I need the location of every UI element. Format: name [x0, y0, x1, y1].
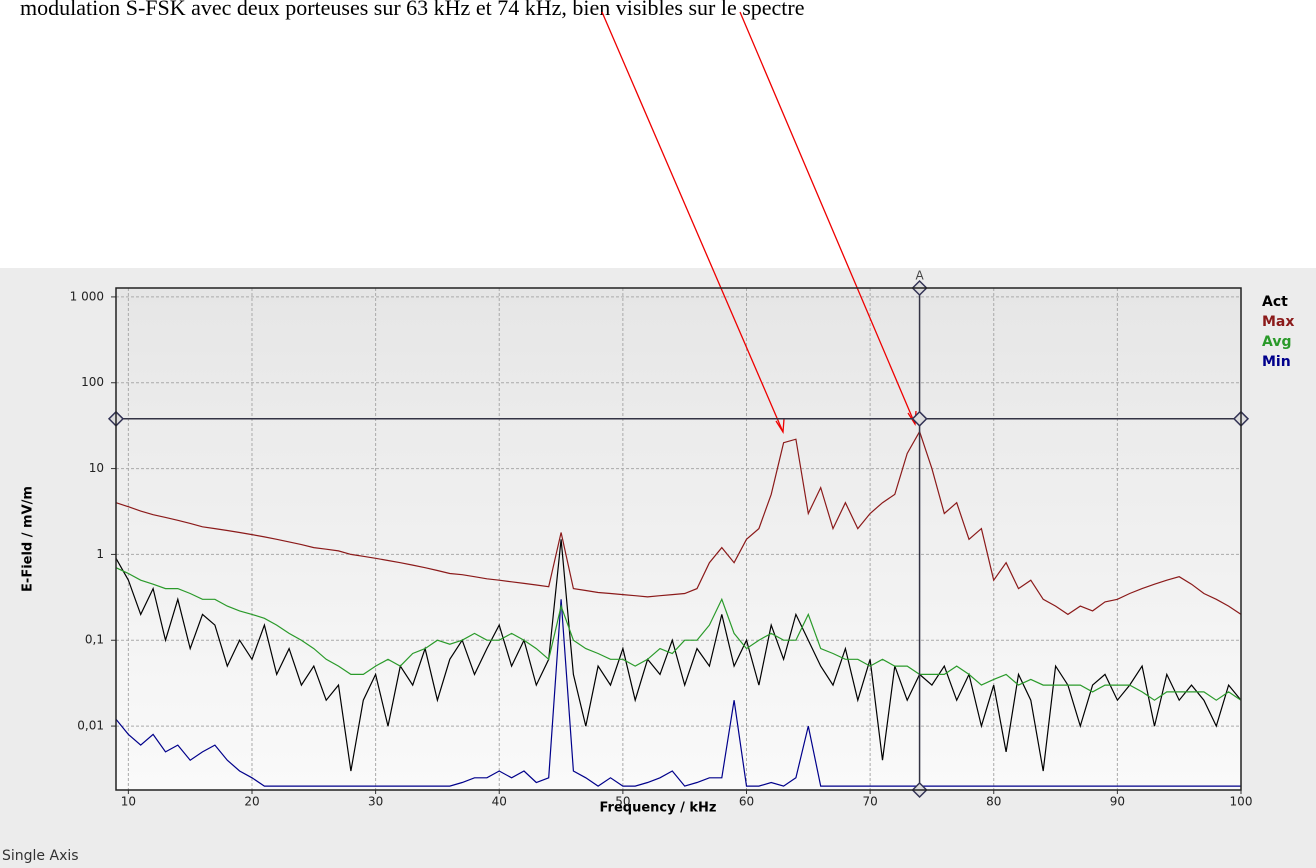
legend-entry: Act [1262, 294, 1288, 310]
annotation: modulation S-FSK avec deux porteuses sur… [20, 0, 805, 20]
series-line [115, 567, 1242, 701]
y-tick-label: 1 000 [70, 289, 104, 303]
x-tick-label: 50 [615, 795, 630, 809]
y-tick-label: 100 [81, 375, 104, 389]
series-line [115, 599, 1241, 787]
legend-entry: Min [1262, 354, 1291, 370]
plot-area [115, 288, 1242, 790]
y-tick-label: 0,01 [77, 719, 104, 733]
y-tick-label: 1 [96, 547, 104, 561]
arrow-head [775, 418, 785, 434]
arrow [601, 11, 784, 433]
plot-frame [115, 287, 1242, 791]
x-tick-label: 90 [1110, 795, 1125, 809]
legend-entry: Max [1262, 314, 1294, 330]
y-tick-label: 10 [89, 461, 104, 475]
x-tick-label: 60 [739, 795, 754, 809]
series-line [115, 539, 1242, 772]
x-axis-label: Frequency / kHz [600, 801, 717, 816]
footer: Single Axis [2, 848, 79, 864]
y-axis-label: E-Field / mV/m [21, 486, 36, 592]
series-line [115, 430, 1242, 616]
x-tick-label: 80 [986, 795, 1001, 809]
x-tick-label: 100 [1230, 795, 1253, 809]
x-tick-label: 20 [244, 795, 259, 809]
x-tick-label: 30 [368, 795, 383, 809]
cursor-handle [911, 410, 928, 427]
x-tick-label: 10 [121, 795, 136, 809]
cursor-label: A [915, 269, 924, 283]
arrow [739, 11, 916, 425]
x-tick-label: 40 [492, 795, 507, 809]
legend-entry: Avg [1262, 334, 1291, 350]
plot-background [116, 288, 1241, 790]
y-tick-label: 0,1 [85, 633, 104, 647]
x-tick-label: 70 [862, 795, 877, 809]
